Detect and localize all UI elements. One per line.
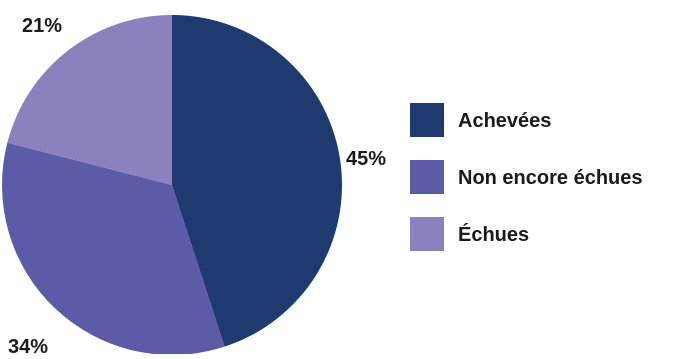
- slice-label-echues: 21%: [22, 15, 62, 37]
- legend-swatch-achevees: [410, 103, 444, 137]
- legend-label-echues: Échues: [458, 223, 529, 246]
- pie-slices: [1, 15, 343, 356]
- pie-slice-labels: 45% 34% 21%: [8, 15, 386, 358]
- legend: Achevées Non encore échues Échues: [410, 103, 643, 251]
- legend-swatch-echues: [410, 217, 444, 251]
- legend-label-non-encore-echues: Non encore échues: [458, 167, 643, 189]
- pie-slice-achevees: [172, 15, 343, 347]
- legend-label-achevees: Achevées: [458, 110, 551, 132]
- legend-swatch-non-encore-echues: [410, 160, 444, 194]
- slice-label-non-encore-echues: 34%: [8, 336, 48, 354]
- pie-slice-non-encore-echues: [1, 142, 225, 356]
- pie-slice-echues: [7, 15, 172, 185]
- slice-label-achevees: 45%: [346, 148, 386, 170]
